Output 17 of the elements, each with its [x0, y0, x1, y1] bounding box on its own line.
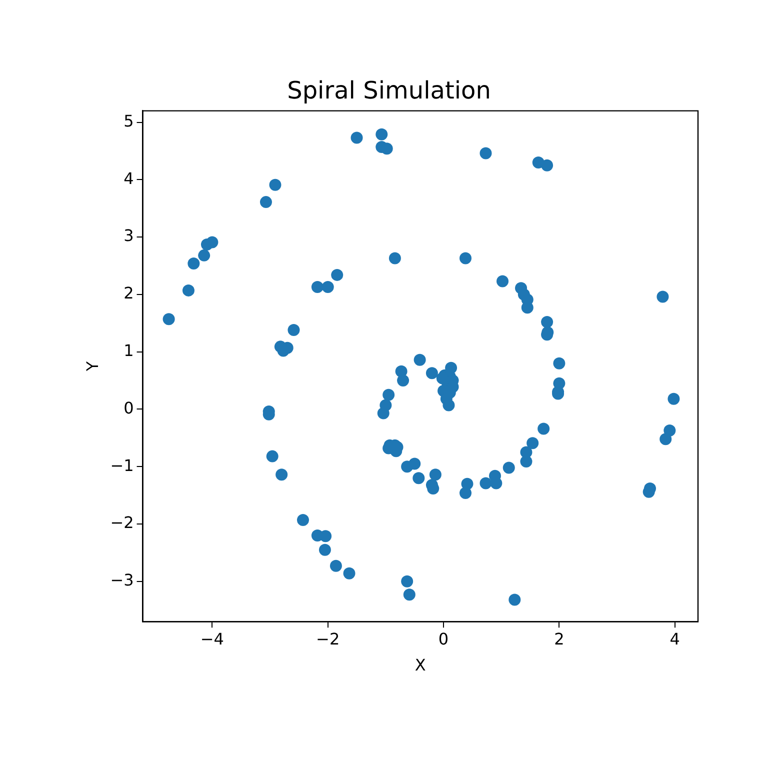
y-tick-label: 5 [124, 111, 134, 130]
x-tick-label: −2 [316, 629, 340, 648]
y-tick-label: 0 [124, 398, 134, 418]
y-tick-label: −2 [110, 513, 134, 532]
y-tick-label: −3 [110, 570, 134, 590]
y-tick-label: 2 [124, 284, 134, 303]
x-tick-label: 2 [554, 629, 564, 648]
y-tick-label: 3 [124, 226, 134, 246]
x-axis-title: X [414, 656, 426, 675]
x-tick-label: 0 [438, 629, 449, 648]
y-tick-label: −1 [110, 456, 134, 475]
x-tick-label: −4 [200, 629, 224, 648]
y-tick-label: 1 [124, 341, 134, 360]
x-tick-label: 4 [670, 629, 680, 648]
chart-title: Spiral Simulation [287, 76, 491, 105]
y-tick-label: 4 [124, 168, 134, 188]
y-axis-title: Y [82, 361, 102, 372]
